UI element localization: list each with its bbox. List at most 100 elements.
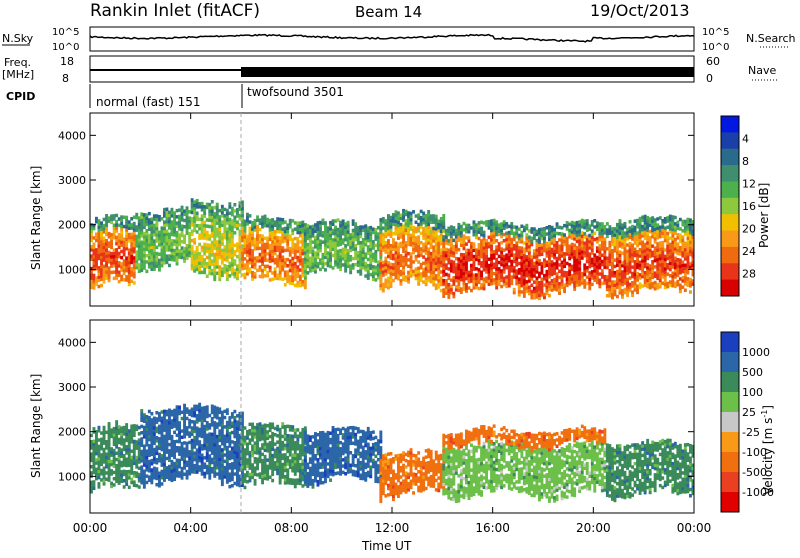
- echo-cell: [369, 238, 372, 242]
- echo-cell: [166, 413, 169, 417]
- echo-cell: [201, 264, 204, 268]
- echo-cell: [108, 276, 111, 280]
- echo-cell: [460, 259, 463, 263]
- echo-cell: [100, 228, 103, 232]
- echo-cell: [664, 217, 667, 221]
- echo-cell: [193, 241, 196, 245]
- echo-cell: [364, 231, 367, 235]
- echo-cell: [171, 252, 174, 256]
- echo-cell: [324, 240, 327, 244]
- echo-cell: [616, 229, 619, 233]
- echo-cell: [138, 454, 141, 458]
- echo-cell: [228, 240, 231, 244]
- echo-cell: [226, 246, 229, 250]
- echo-cell: [659, 257, 662, 261]
- echo-cell: [546, 232, 549, 236]
- echo-cell: [571, 224, 574, 228]
- echo-cell: [598, 254, 601, 258]
- echo-cell: [155, 477, 158, 481]
- echo-cell: [168, 468, 171, 472]
- echo-cell: [261, 259, 264, 263]
- echo-cell: [518, 256, 521, 260]
- echo-cell: [216, 272, 219, 276]
- echo-cell: [649, 274, 652, 278]
- echo-cell: [294, 271, 297, 275]
- echo-cell: [123, 250, 126, 254]
- echo-cell: [150, 264, 153, 268]
- echo-cell: [108, 450, 111, 454]
- echo-cell: [500, 254, 503, 258]
- echo-cell: [634, 276, 637, 280]
- echo-cell: [543, 233, 546, 237]
- echo-cell: [437, 254, 440, 258]
- echo-cell: [536, 270, 539, 274]
- echo-cell: [269, 278, 272, 282]
- echo-cell: [523, 282, 526, 286]
- echo-cell: [573, 281, 576, 285]
- echo-cell: [666, 254, 669, 258]
- echo-cell: [460, 290, 463, 294]
- echo-cell: [246, 250, 249, 254]
- echo-cell: [468, 258, 471, 262]
- echo-cell: [470, 270, 473, 274]
- echo-cell: [621, 245, 624, 249]
- echo-cell: [530, 277, 533, 281]
- echo-cell: [334, 229, 337, 233]
- echo-cell: [178, 221, 181, 225]
- echo-cell: [495, 261, 498, 265]
- echo-cell: [402, 234, 405, 238]
- echo-cell: [359, 250, 362, 254]
- echo-cell: [150, 443, 153, 447]
- echo-cell: [641, 272, 644, 276]
- echo-cell: [646, 235, 649, 239]
- echo-cell: [525, 236, 528, 240]
- echo-cell: [115, 251, 118, 255]
- echo-cell: [98, 279, 101, 283]
- echo-cell: [244, 220, 247, 224]
- echo-cell: [103, 227, 106, 231]
- echo-cell: [337, 256, 340, 259]
- echo-cell: [108, 478, 111, 482]
- echo-cell: [108, 457, 111, 461]
- echo-cell: [135, 216, 138, 220]
- echo-cell: [108, 251, 111, 255]
- echo-cell: [546, 245, 549, 249]
- echo-cell: [583, 232, 586, 236]
- echo-cell: [322, 222, 325, 226]
- echo-cell: [387, 224, 390, 228]
- echo-cell: [125, 423, 128, 427]
- echo-cell: [666, 238, 669, 242]
- echo-cell: [211, 234, 214, 238]
- echo-cell: [676, 221, 679, 225]
- echo-cell: [530, 293, 533, 297]
- echo-cell: [314, 267, 317, 271]
- echo-cell: [528, 242, 531, 246]
- echo-cell: [339, 236, 342, 240]
- echo-cell: [105, 214, 108, 218]
- echo-cell: [223, 270, 226, 274]
- echo-cell: [493, 222, 496, 226]
- echo-cell: [113, 227, 116, 231]
- echo-cell: [344, 250, 347, 254]
- echo-cell: [279, 258, 282, 262]
- echo-cell: [118, 233, 121, 237]
- echo-cell: [616, 223, 619, 227]
- echo-cell: [168, 412, 171, 416]
- echo-cell: [480, 252, 483, 256]
- echo-cell: [636, 253, 639, 257]
- echo-cell: [296, 265, 299, 269]
- echo-cell: [422, 221, 425, 225]
- echo-cell: [415, 267, 418, 271]
- echo-cell: [201, 205, 204, 209]
- echo-cell: [246, 247, 249, 251]
- echo-cell: [103, 268, 106, 272]
- echo-cell: [634, 288, 637, 292]
- echo-cell: [155, 236, 158, 240]
- echo-cell: [649, 267, 652, 271]
- echo-cell: [525, 271, 528, 275]
- echo-cell: [304, 232, 307, 236]
- echo-cell: [646, 250, 649, 254]
- echo-cell: [203, 205, 206, 209]
- echo-cell: [684, 276, 687, 280]
